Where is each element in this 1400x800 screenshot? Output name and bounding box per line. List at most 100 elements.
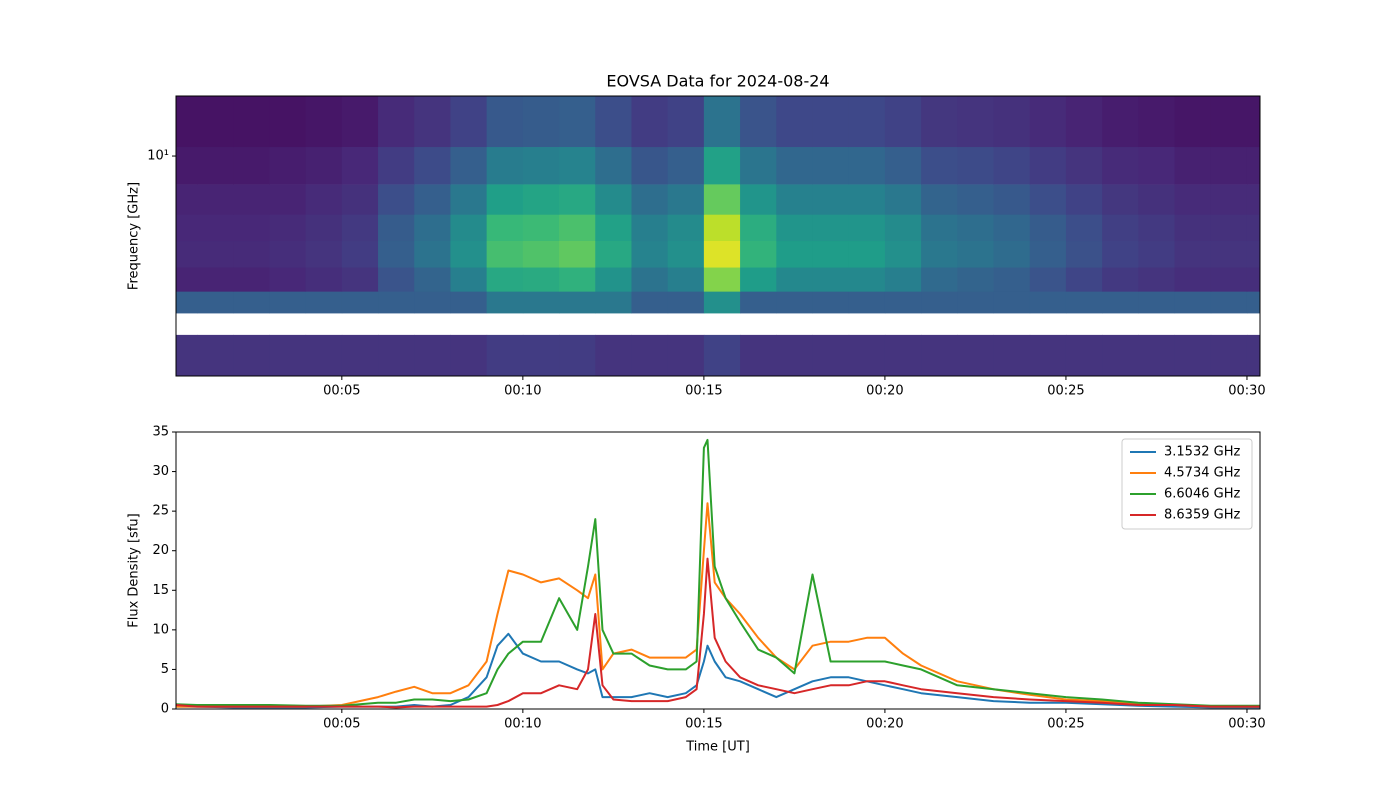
heatmap-cell [1102, 267, 1139, 292]
heatmap-cell [703, 184, 741, 215]
heatmap-cell [595, 214, 632, 242]
heatmap-cell [812, 334, 850, 376]
heatmap-cell [1138, 146, 1176, 185]
heatmap-cell [305, 291, 343, 314]
heatmap-cell [1210, 96, 1248, 148]
heatmap-cell [921, 267, 958, 292]
heatmap-cell [703, 267, 741, 292]
y-tick-label: 35 [152, 425, 169, 440]
heatmap-cell [631, 96, 669, 148]
heatmap-cell [740, 184, 777, 215]
heatmap-cell [631, 146, 669, 185]
heatmap-cell [522, 96, 560, 148]
heatmap-cell [1246, 184, 1260, 215]
heatmap-cell [848, 334, 886, 376]
heatmap-cell [1174, 96, 1212, 148]
heatmap-cell [233, 96, 270, 148]
series-line [176, 502, 1260, 708]
x-tick-label: 00:10 [504, 717, 541, 732]
heatmap-cell [414, 96, 451, 148]
heatmap-cell [486, 291, 524, 314]
heatmap-cell [1138, 291, 1176, 314]
heatmap-cell [522, 184, 560, 215]
heatmap-cell [631, 214, 669, 242]
heatmap-cell [341, 146, 379, 185]
heatmap-cell [667, 240, 705, 268]
heatmap-cell [848, 240, 886, 268]
heatmap-cell [848, 184, 886, 215]
heatmap-cell [957, 334, 995, 376]
heatmap-cell [1029, 184, 1067, 215]
heatmap-cell [1246, 240, 1260, 268]
heatmap-cell [595, 267, 632, 292]
heatmap-cell [1210, 240, 1248, 268]
heatmap-cell [269, 184, 307, 215]
heatmap-cell [486, 96, 524, 148]
heatmap-cell [450, 184, 488, 215]
heatmap-cell [450, 267, 488, 292]
heatmap-cell [1138, 184, 1176, 215]
heatmap-cell [414, 184, 451, 215]
heatmap-cell [957, 214, 995, 242]
heatmap-cell [233, 184, 270, 215]
heatmap-cell [884, 96, 922, 148]
heatmap-cell [1174, 267, 1212, 292]
heatmap-cell [559, 96, 596, 148]
heatmap-cell [812, 214, 850, 242]
heatmap-cell [921, 146, 958, 185]
heatmap-cell [812, 184, 850, 215]
heatmap-cell [631, 334, 669, 376]
legend-label: 8.6359 GHz [1164, 508, 1240, 523]
heatmap-cell [1065, 334, 1103, 376]
heatmap-cell [667, 184, 705, 215]
heatmap-cell [884, 184, 922, 215]
heatmap-cell [1065, 240, 1103, 268]
heatmap-cell [196, 184, 234, 215]
heatmap-cell [233, 146, 270, 185]
heatmap-cell [776, 291, 813, 314]
heatmap-cell [595, 334, 632, 376]
heatmap-cell [993, 240, 1031, 268]
heatmap-cell [1174, 240, 1212, 268]
heatmap-cell [667, 291, 705, 314]
heatmap-cell [1029, 214, 1067, 242]
heatmap-cell [740, 96, 777, 148]
heatmap-cell [848, 267, 886, 292]
heatmap-cell [993, 146, 1031, 185]
heatmap-cell [703, 334, 741, 376]
heatmap-cell [703, 240, 741, 268]
heatmap-cell [1138, 96, 1176, 148]
heatmap-cell [776, 146, 813, 185]
heatmap-cell [522, 267, 560, 292]
heatmap-cell [631, 240, 669, 268]
heatmap-cell [559, 240, 596, 268]
heatmap-cell [176, 240, 198, 268]
heatmap-cell [305, 214, 343, 242]
heatmap-cell [269, 96, 307, 148]
heatmap-cell [196, 146, 234, 185]
heatmap-cell [1102, 240, 1139, 268]
heatmap-cell [450, 96, 488, 148]
heatmap-cell [631, 291, 669, 314]
heatmap-cell [522, 146, 560, 185]
heatmap-cell [486, 214, 524, 242]
heatmap-cell [1065, 267, 1103, 292]
heatmap-cell [1174, 146, 1212, 185]
heatmap-cell [1102, 334, 1139, 376]
heatmap-cell [1102, 214, 1139, 242]
heatmap-cell [1065, 146, 1103, 185]
y-tick-label: 5 [161, 662, 169, 677]
heatmap-cell [776, 96, 813, 148]
heatmap-cell [378, 334, 415, 376]
heatmap-cell [1102, 184, 1139, 215]
heatmap-cell [848, 146, 886, 185]
heatmap-cell [740, 334, 777, 376]
heatmap-cell [559, 291, 596, 314]
heatmap-cell [921, 96, 958, 148]
heatmap-cell [341, 291, 379, 314]
x-tick-label: 00:10 [504, 384, 541, 399]
heatmap-cell [414, 146, 451, 185]
heatmap-cell [812, 291, 850, 314]
heatmap-cell [559, 146, 596, 185]
